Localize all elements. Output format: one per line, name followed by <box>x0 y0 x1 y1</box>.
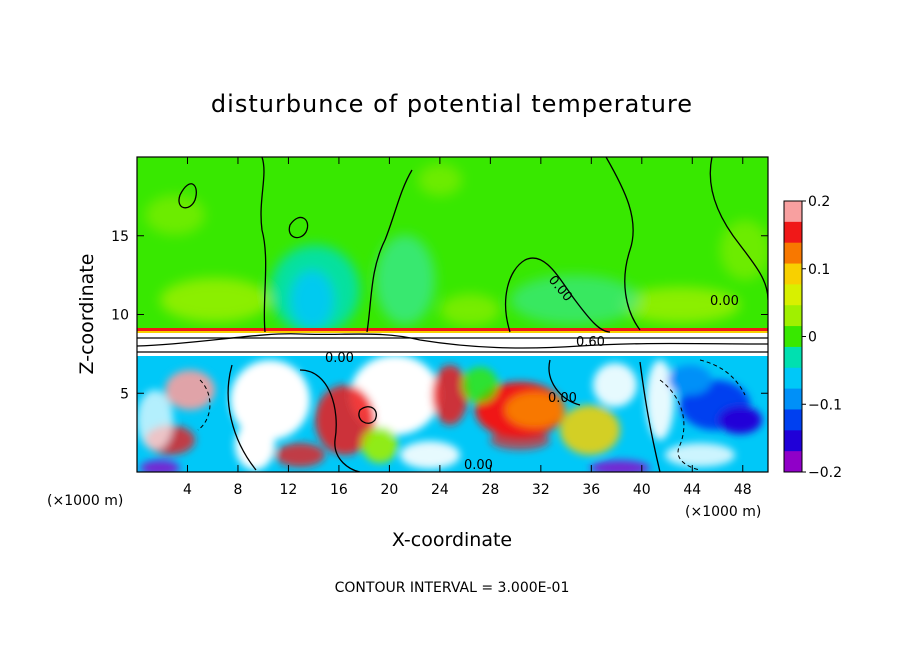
colorbar-ticks: 0.2 0.1 0 −0.1 −0.2 <box>802 194 842 481</box>
contour-label-0.00-b: 0.00 <box>548 391 577 406</box>
colorbar-tick-label: 0.2 <box>808 194 830 210</box>
x-unit-right: (×1000 m) <box>685 504 761 520</box>
colorbar-swatch <box>784 326 802 348</box>
y-tick-label: 15 <box>111 229 129 245</box>
colorbar-tick-label: 0.1 <box>808 262 830 278</box>
x-tick-label: 4 <box>183 482 192 498</box>
x-axis-label: X-coordinate <box>392 529 512 551</box>
tropopause-band-orange <box>137 331 768 333</box>
y-tick-label: 10 <box>111 308 129 324</box>
contour-label-0.60: 0.60 <box>576 335 605 350</box>
colorbar-swatch <box>784 305 802 327</box>
colorbar-swatch <box>784 242 802 265</box>
x-unit-left: (×1000 m) <box>47 493 123 509</box>
y-tick-label: 5 <box>120 386 129 402</box>
x-tick-label: 8 <box>233 482 242 498</box>
x-tick-label: 48 <box>734 482 752 498</box>
colorbar-tick-label: −0.1 <box>808 397 842 413</box>
tropopause-band-red <box>137 328 768 331</box>
x-axis: 4 8 12 16 20 24 28 32 36 40 44 48 <box>183 157 752 498</box>
x-tick-label: 40 <box>633 482 651 498</box>
contour-lines <box>137 157 768 472</box>
plot-area: 0.60 0.00 0.00 0.00 0.00 0.00 <box>137 157 768 473</box>
x-tick-label: 44 <box>683 482 701 498</box>
colorbar-swatch <box>784 430 802 452</box>
colorbar <box>784 201 802 473</box>
x-tick-label: 24 <box>431 482 449 498</box>
x-tick-label: 36 <box>582 482 600 498</box>
colorbar-swatch <box>784 284 802 306</box>
y-axis: 5 10 15 <box>111 229 768 402</box>
lower-anomalies <box>137 355 762 472</box>
colorbar-tick-label: −0.2 <box>808 465 842 481</box>
x-tick-label: 28 <box>481 482 499 498</box>
contour-label-0.00-a: 0.00 <box>325 351 354 366</box>
chart-title: disturbunce of potential temperature <box>211 90 693 118</box>
upper-anomalies <box>145 164 768 335</box>
x-tick-label: 20 <box>380 482 398 498</box>
colorbar-swatch <box>784 201 802 223</box>
tropopause-band-white <box>137 333 768 358</box>
colorbar-swatch <box>784 263 802 285</box>
contour-label-0.00-d: 0.00 <box>710 294 739 309</box>
x-tick-label: 12 <box>280 482 298 498</box>
y-axis-label: Z-coordinate <box>76 254 98 375</box>
colorbar-swatch <box>784 409 802 431</box>
x-tick-label: 32 <box>532 482 550 498</box>
colorbar-swatch <box>784 367 802 390</box>
colorbar-swatch <box>784 451 802 473</box>
contour-lines-dashed <box>197 359 746 471</box>
x-tick-label: 16 <box>330 482 348 498</box>
colorbar-swatch <box>784 346 802 369</box>
colorbar-tick-label: 0 <box>808 330 817 346</box>
colorbar-swatch <box>784 221 802 244</box>
colorbar-swatch <box>784 388 802 410</box>
contour-interval-note: CONTOUR INTERVAL = 3.000E-01 <box>335 580 570 596</box>
contour-label-0.00-c: 0.00 <box>464 458 493 473</box>
